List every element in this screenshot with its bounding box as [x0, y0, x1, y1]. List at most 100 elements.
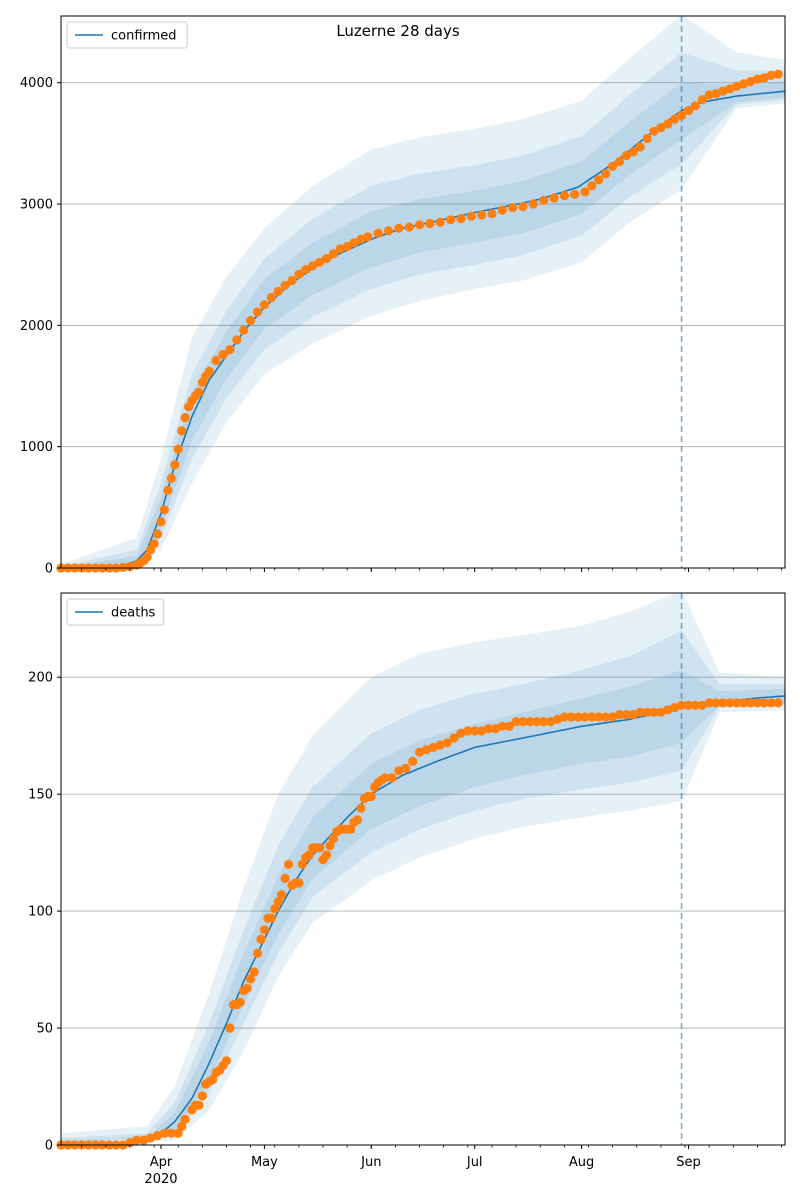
- observed-point: [252, 307, 263, 317]
- observed-point: [356, 234, 366, 244]
- legend-label: deaths: [111, 606, 156, 621]
- observed-point: [732, 81, 742, 91]
- observed-point: [159, 1128, 169, 1138]
- observed-point: [621, 150, 632, 161]
- deaths-panel: 0 50 100 150 200 Apr 2020 May Jun Jul Aug Sep deaths: [28, 592, 786, 1187]
- observed-point: [177, 1121, 187, 1131]
- observed-point: [739, 79, 749, 89]
- observed-point: [156, 517, 166, 527]
- observed-point: [697, 95, 707, 105]
- observed-point: [356, 803, 366, 813]
- observed-point: [649, 707, 659, 717]
- observed-point: [352, 815, 363, 825]
- observed-point: [349, 238, 359, 248]
- observed-point: [294, 878, 304, 888]
- observed-point: [294, 269, 304, 279]
- observed-point: [256, 934, 266, 944]
- x-tick-label: May: [251, 1155, 278, 1170]
- observed-point: [725, 698, 735, 708]
- observed-point: [656, 707, 666, 717]
- observed-point: [507, 203, 518, 213]
- observed-point: [573, 712, 583, 722]
- observed-point: [621, 710, 632, 720]
- observed-point: [497, 721, 507, 731]
- observed-point: [745, 76, 756, 87]
- observed-point: [166, 1128, 176, 1138]
- observed-point: [283, 859, 294, 869]
- observed-point: [208, 1074, 218, 1085]
- observed-point: [642, 133, 652, 144]
- band-middle: [61, 630, 785, 1145]
- confirmed-panel: 0 1000 2000 3000 4000 confirmed: [20, 15, 786, 577]
- y-tick-label: 200: [28, 671, 53, 686]
- observed-point: [608, 712, 618, 722]
- observed-point: [325, 841, 335, 851]
- observed-point: [139, 1135, 149, 1145]
- observed-point: [745, 698, 756, 708]
- observed-point: [487, 209, 497, 219]
- observed-point: [394, 223, 404, 233]
- observed-point: [373, 228, 383, 238]
- observed-point: [677, 110, 687, 121]
- observed-point: [549, 193, 559, 203]
- observed-point: [308, 261, 318, 271]
- observed-point: [194, 387, 204, 397]
- observed-point: [466, 211, 476, 221]
- observed-point: [559, 191, 570, 201]
- observed-point: [273, 897, 283, 907]
- y-tick-label: 0: [45, 562, 53, 577]
- observed-point: [242, 983, 252, 993]
- observed-point: [315, 257, 325, 267]
- observed-point: [328, 834, 338, 844]
- observed-point: [711, 89, 721, 99]
- observed-point: [221, 1056, 232, 1066]
- observed-point: [752, 698, 763, 708]
- observed-point: [170, 460, 180, 470]
- observed-point: [718, 698, 728, 708]
- observed-point: [301, 265, 311, 275]
- observed-point: [566, 712, 576, 722]
- observed-point: [504, 721, 514, 731]
- observed-point: [287, 275, 297, 286]
- observed-point: [118, 562, 128, 573]
- observed-point: [394, 766, 404, 776]
- observed-point: [177, 426, 187, 436]
- observed-point: [697, 700, 707, 710]
- legend: deaths: [66, 598, 165, 626]
- observed-point: [456, 214, 466, 224]
- observed-point: [628, 147, 638, 157]
- observed-point: [180, 413, 190, 423]
- band-outer: [61, 16, 785, 568]
- observed-point: [580, 712, 590, 722]
- legend-box: [66, 21, 188, 49]
- observed-point: [321, 850, 332, 860]
- observed-point: [587, 181, 597, 191]
- observed-point: [235, 997, 245, 1007]
- y-tick-label: 1000: [20, 440, 53, 455]
- observed-point: [752, 74, 763, 84]
- observed-point: [614, 710, 625, 720]
- observed-point: [539, 195, 549, 205]
- observed-point: [518, 201, 528, 212]
- observed-point: [614, 157, 625, 167]
- observed-point: [277, 890, 287, 900]
- y-tick-label: 2000: [20, 319, 53, 334]
- observed-point: [346, 824, 356, 834]
- observed-point: [132, 1135, 142, 1145]
- observed-point: [528, 199, 538, 209]
- observed-point: [649, 126, 659, 136]
- observed-point: [225, 345, 235, 355]
- observed-point: [415, 220, 425, 230]
- observed-point: [246, 974, 256, 984]
- x-tick-label: Aug: [569, 1155, 594, 1170]
- observed-point: [425, 218, 435, 229]
- y-tick-label: 150: [28, 788, 53, 803]
- observed-point: [656, 123, 666, 133]
- observed-point: [152, 1131, 163, 1141]
- observed-point: [259, 925, 269, 935]
- y-tick-label: 50: [36, 1022, 53, 1037]
- observed-point: [483, 724, 494, 734]
- observed-point: [273, 286, 283, 296]
- observed-point: [435, 217, 445, 227]
